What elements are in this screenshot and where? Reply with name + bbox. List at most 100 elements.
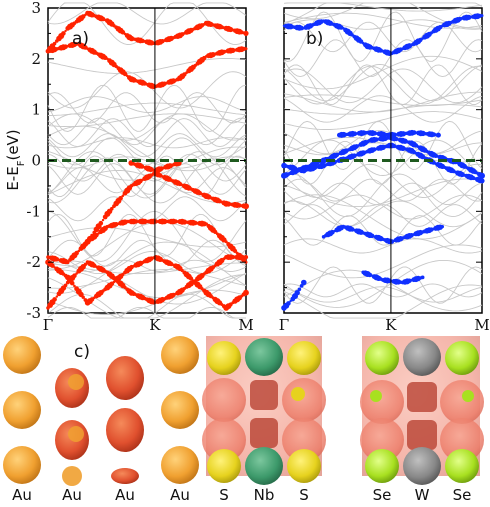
- band-weight-point: [294, 290, 300, 296]
- charge-density-lobe: [360, 418, 404, 462]
- background-band: [283, 194, 483, 220]
- band-weight-point: [435, 132, 441, 138]
- y-axis-label: E-EF(eV): [4, 129, 27, 190]
- y-tick-label: -3: [26, 304, 41, 322]
- background-band: [283, 111, 483, 130]
- background-band: [47, 84, 247, 132]
- au-atom: [3, 391, 41, 429]
- background-band: [47, 269, 247, 289]
- band-weight-point: [440, 225, 444, 229]
- panel-a-ticks: Γ K M -3 -2 -1 0 1 2 3: [26, 0, 253, 334]
- panel-c-label: c): [74, 342, 90, 362]
- atom-label-w: W: [415, 486, 430, 504]
- band-weight-point: [133, 219, 139, 224]
- band-weight-point: [72, 273, 77, 279]
- x-tick-label: Γ: [279, 316, 289, 334]
- band-weight-point: [299, 25, 304, 31]
- nb-atom: [245, 338, 283, 376]
- band-weight-point: [66, 260, 70, 265]
- y-tick-label: 0: [31, 152, 41, 170]
- background-band: [283, 94, 483, 107]
- background-band: [47, 113, 247, 141]
- background-band: [283, 65, 483, 105]
- band-weight-point: [193, 220, 198, 226]
- background-band: [283, 21, 483, 53]
- se-atom: [365, 341, 399, 375]
- background-band: [283, 11, 483, 62]
- background-band: [283, 215, 483, 246]
- atom-label-nb: Nb: [254, 486, 275, 504]
- band-weight-point: [52, 297, 57, 302]
- au-column-2: [55, 368, 89, 486]
- band-weight-point: [232, 248, 238, 253]
- charge-density-core: [407, 382, 437, 412]
- s-atom: [287, 341, 321, 375]
- au-atom: [3, 336, 41, 374]
- background-band: [47, 113, 247, 128]
- background-band: [283, 55, 483, 90]
- s-atom: [287, 449, 321, 483]
- nb-atom: [245, 447, 283, 485]
- panel-a-band-structure: Γ K M -3 -2 -1 0 1 2 3 a) E-EF(eV): [4, 0, 254, 334]
- y-tick-label: 2: [31, 50, 41, 68]
- se-atom-partial: [462, 390, 474, 402]
- background-band: [47, 2, 247, 46]
- band-weight-point: [98, 220, 104, 226]
- background-band: [283, 130, 483, 155]
- charge-density-lobe: [282, 378, 326, 422]
- charge-density-lobe: [440, 418, 484, 462]
- background-band: [283, 178, 483, 202]
- band-weight-point: [173, 219, 178, 224]
- band-weight-point: [121, 194, 125, 198]
- band-weight-point: [239, 254, 245, 260]
- x-tick-label: Γ: [43, 316, 53, 334]
- panel-b-label: b): [306, 29, 323, 49]
- charge-density-lobe: [202, 418, 246, 462]
- s-atom-partial: [291, 387, 305, 401]
- band-weight-point: [101, 218, 105, 222]
- background-band: [283, 284, 483, 319]
- band-weight-point: [243, 289, 249, 296]
- background-band: [47, 58, 247, 74]
- atom-label-au: Au: [12, 486, 32, 504]
- charge-density-lobe: [360, 380, 404, 424]
- background-band: [47, 151, 247, 199]
- charge-density-lobe: [202, 378, 246, 422]
- panel-b-band-structure: Γ K M b): [279, 2, 490, 334]
- band-weight-point: [480, 14, 484, 18]
- background-band: [283, 139, 483, 176]
- s-atom: [207, 341, 241, 375]
- atom-label-au: Au: [62, 486, 82, 504]
- charge-density-lobe: [106, 408, 144, 452]
- charge-density-lobe: [440, 380, 484, 424]
- au-column-3: [106, 356, 144, 484]
- y-tick-label: 1: [31, 101, 41, 119]
- background-band: [283, 68, 483, 104]
- x-tick-label: K: [149, 316, 161, 334]
- background-band: [283, 266, 483, 304]
- panel-a-highlighted-bands: [45, 10, 249, 311]
- charge-density-lobe: [111, 468, 139, 484]
- band-weight-point: [64, 29, 67, 33]
- au-atom: [161, 336, 199, 374]
- background-band: [283, 91, 482, 113]
- au-atom-partial: [68, 374, 84, 390]
- band-weight-point: [301, 279, 307, 286]
- atom-label-s: S: [299, 486, 309, 504]
- background-band: [47, 92, 247, 124]
- background-band: [283, 140, 483, 185]
- background-band: [47, 118, 247, 148]
- background-band: [283, 286, 483, 303]
- background-band: [47, 289, 247, 315]
- panel-a-label: a): [72, 29, 89, 49]
- w-atom: [403, 447, 441, 485]
- charge-density-lobe: [106, 356, 144, 400]
- band-weight-point: [81, 295, 85, 299]
- band-weight-point: [431, 132, 437, 137]
- w-atom: [403, 338, 441, 376]
- charge-density-core: [250, 418, 278, 448]
- band-weight-point: [74, 250, 79, 256]
- band-weight-point: [69, 280, 75, 286]
- band-weight-point: [55, 295, 58, 298]
